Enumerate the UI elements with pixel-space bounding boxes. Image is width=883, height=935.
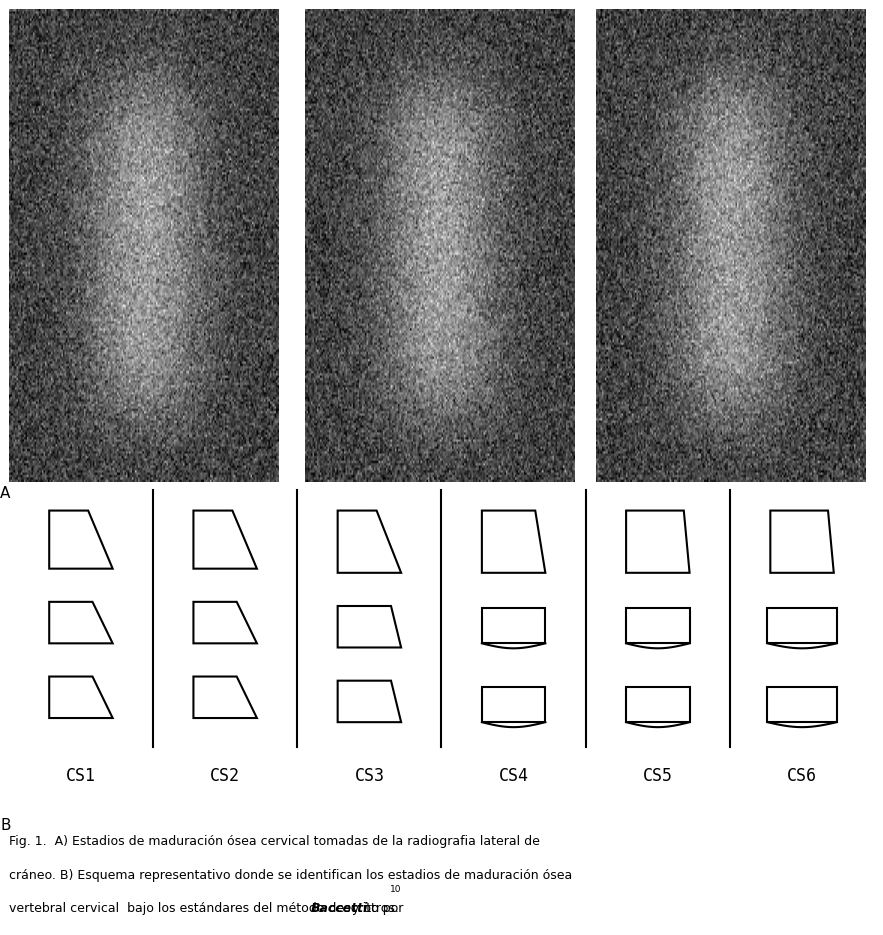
Bar <box>767 609 837 643</box>
Bar <box>482 609 546 643</box>
Text: y otros.: y otros. <box>348 902 399 915</box>
Polygon shape <box>49 511 113 568</box>
Polygon shape <box>337 681 401 722</box>
Polygon shape <box>193 602 257 643</box>
Bar <box>767 687 837 722</box>
Text: Baccetti: Baccetti <box>311 902 368 915</box>
Polygon shape <box>49 602 113 643</box>
Polygon shape <box>337 606 401 647</box>
Polygon shape <box>49 677 113 718</box>
Polygon shape <box>193 677 257 718</box>
Polygon shape <box>770 511 834 573</box>
Bar <box>626 687 690 722</box>
Text: CS4: CS4 <box>499 767 529 785</box>
Text: 10: 10 <box>390 885 402 895</box>
Polygon shape <box>626 511 690 573</box>
Text: B: B <box>0 817 11 833</box>
Text: CS5: CS5 <box>643 767 673 785</box>
Text: CS6: CS6 <box>787 767 817 785</box>
Text: A: A <box>0 485 11 501</box>
Polygon shape <box>337 511 401 573</box>
Bar <box>482 687 546 722</box>
Polygon shape <box>193 511 257 568</box>
Text: Fig. 1.  A) Estadios de maduración ósea cervical tomadas de la radiografia later: Fig. 1. A) Estadios de maduración ósea c… <box>9 835 540 848</box>
Text: vertebral cervical  bajo los estándares del método descrito por: vertebral cervical bajo los estándares d… <box>9 902 411 915</box>
Bar <box>626 609 690 643</box>
Text: cráneo. B) Esquema representativo donde se identifican los estadios de maduració: cráneo. B) Esquema representativo donde … <box>9 869 572 882</box>
Text: CS1: CS1 <box>66 767 96 785</box>
Polygon shape <box>482 511 546 573</box>
Text: CS3: CS3 <box>354 767 384 785</box>
Text: CS2: CS2 <box>210 767 240 785</box>
